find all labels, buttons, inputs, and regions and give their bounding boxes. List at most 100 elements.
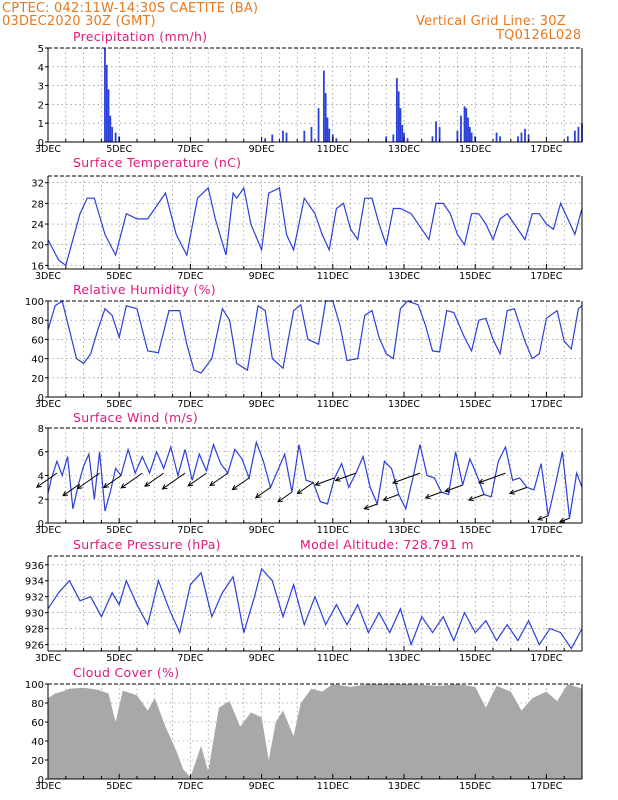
precip-bar: [524, 128, 526, 142]
wind-arrow-head: [161, 484, 168, 490]
panel-4-xtick-label: 3DEC: [35, 525, 61, 536]
panel-6-ytick-label: 60: [31, 718, 44, 729]
panel-2-xtick-label: 13DEC: [388, 271, 420, 282]
panel-6-ytick-label: 40: [31, 737, 44, 748]
panel-1-xtick-label: 15DEC: [459, 144, 491, 155]
precip-bar: [111, 126, 113, 142]
wind-arrow: [509, 486, 527, 495]
wind-arrow-head: [62, 491, 69, 497]
precip-bar: [468, 126, 471, 142]
wind-arrow: [209, 472, 229, 486]
precip-bar: [310, 126, 313, 142]
header-datetime: 03DEC2020 30Z (GMT): [2, 14, 156, 29]
panel-5-ytick-label: 930: [25, 609, 44, 620]
panel-6-ytick-label: 0: [38, 775, 44, 786]
panel-4-xtick-label: 11DEC: [317, 525, 349, 536]
wind-arrow: [445, 484, 463, 492]
wind-arrow: [468, 494, 485, 501]
panel-6-xtick-label: 17DEC: [530, 781, 562, 792]
precip-bar: [323, 70, 325, 142]
panel-4-ytick-label: 6: [38, 448, 44, 459]
precip-bar: [107, 89, 110, 142]
precip-bar: [520, 132, 523, 142]
precip-bar: [303, 130, 306, 142]
precip-bar: [324, 93, 327, 142]
panel-2-ytick-label: 24: [31, 220, 44, 231]
wind-arrow: [232, 477, 250, 490]
wind-arrow: [335, 472, 357, 481]
panel-1-ytick-label: 1: [38, 119, 44, 130]
wind-arrow: [103, 475, 122, 488]
wind-arrow-head: [35, 482, 42, 488]
precip-bar: [328, 128, 331, 142]
panel-6-xtick-label: 13DEC: [388, 781, 420, 792]
panel-1-ytick-label: 4: [38, 63, 44, 74]
wind-arrow: [62, 484, 79, 497]
panel-6-xtick-label: 3DEC: [35, 781, 61, 792]
wind-arrow: [120, 472, 143, 489]
precip-bar: [456, 130, 459, 142]
wind-arrow-head: [102, 482, 109, 489]
panel-6-xtick-label: 5DEC: [106, 781, 132, 792]
panel-5-ytick-label: 928: [25, 625, 44, 636]
panel-1-xtick-label: 5DEC: [106, 144, 132, 155]
precip-bar: [105, 64, 108, 142]
wind-arrow: [478, 472, 506, 484]
panel-1-ytick-label: 0: [38, 138, 44, 149]
wind-arrow-head: [363, 504, 370, 510]
precip-bar: [104, 48, 106, 142]
wind-arrow-head: [120, 483, 127, 489]
wind-arrow: [144, 472, 164, 487]
wind-arrow: [315, 477, 335, 486]
wind-arrow-head: [254, 493, 261, 499]
wind-arrow-head: [424, 493, 431, 499]
panel-3-xtick-label: 9DEC: [249, 399, 275, 410]
wind-arrow-head: [508, 489, 515, 495]
panel-5-ytick-label: 934: [25, 577, 44, 588]
precip-bar: [566, 136, 569, 142]
panel-2-xtick-label: 7DEC: [177, 271, 203, 282]
panel-3-xtick-label: 17DEC: [530, 399, 562, 410]
precip-bar: [463, 106, 466, 142]
precip-bar: [435, 121, 437, 142]
panel-4-title: Surface Wind (m/s): [73, 410, 198, 425]
precip-bar: [495, 132, 498, 142]
wind-arrow: [364, 503, 378, 510]
wind-arrow: [77, 472, 100, 490]
panel-6-xtick-label: 9DEC: [249, 781, 275, 792]
panel-5-ytick-label: 932: [25, 593, 44, 604]
panel-5-xtick-label: 7DEC: [177, 653, 203, 664]
wind-arrow: [559, 517, 570, 523]
panel-5-xtick-label: 17DEC: [530, 653, 562, 664]
precip-bar: [114, 132, 117, 142]
wind-arrow-head: [76, 483, 83, 490]
panel-5-annotation: Model Altitude: 728.791 m: [300, 537, 474, 552]
panel-5-ytick-label: 936: [25, 561, 44, 572]
panel-1-xtick-label: 11DEC: [317, 144, 349, 155]
panel-3-xtick-label: 3DEC: [35, 399, 61, 410]
precip-bar: [395, 78, 398, 142]
wind-arrow: [277, 491, 293, 503]
panel-3-ytick-label: 40: [31, 355, 44, 366]
panel-1-ytick-label: 3: [38, 82, 44, 93]
panel-1-xtick-label: 17DEC: [530, 144, 562, 155]
precip-bar: [438, 126, 441, 142]
panel-1-xtick-label: 9DEC: [249, 144, 275, 155]
precip-bar: [317, 108, 320, 142]
panel-5-xtick-label: 5DEC: [106, 653, 132, 664]
panel-5-title: Surface Pressure (hPa): [73, 537, 221, 552]
precip-bar: [397, 91, 400, 142]
wind-arrow: [537, 515, 549, 521]
wind-arrow: [162, 472, 186, 490]
panel-2-series-line: [47, 186, 583, 267]
cloud-cover-area: [48, 684, 582, 779]
precip-bar: [470, 132, 473, 142]
wind-arrow: [255, 486, 271, 499]
panel-1-title: Precipitation (mm/h): [73, 29, 207, 44]
precip-bar: [573, 130, 576, 142]
panel-2-ytick-label: 32: [31, 179, 44, 190]
precip-bar: [282, 130, 284, 142]
panel-2-xtick-label: 5DEC: [106, 271, 132, 282]
panel-1-xtick-label: 7DEC: [177, 144, 203, 155]
